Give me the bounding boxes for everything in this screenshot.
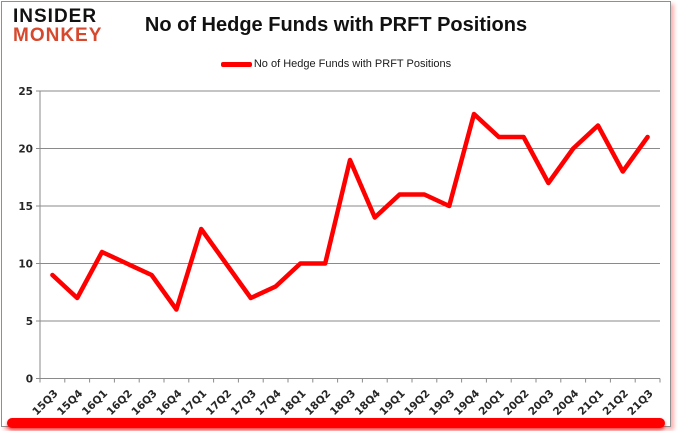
- y-tick-label: 0: [26, 374, 33, 386]
- y-tick-label: 10: [18, 259, 33, 271]
- x-tick-label: 19Q3: [427, 388, 457, 418]
- x-tick-label: 21Q2: [601, 388, 631, 418]
- bottom-accent-bar: [7, 418, 665, 428]
- x-tick-label: 15Q4: [55, 388, 85, 418]
- x-tick-label: 20Q2: [501, 388, 531, 418]
- x-tick-label: 17Q4: [253, 388, 283, 418]
- x-tick-label: 19Q4: [452, 388, 482, 418]
- x-tick-label: 21Q1: [576, 388, 606, 418]
- chart-legend: No of Hedge Funds with PRFT Positions: [2, 58, 670, 70]
- logo-text-insider: INSIDER: [13, 6, 98, 27]
- x-tick-label: 18Q3: [328, 388, 358, 418]
- x-tick-label: 18Q2: [303, 388, 333, 418]
- x-tick-label: 16Q2: [105, 388, 135, 418]
- insider-monkey-logo: INSIDER MONKEY: [13, 6, 103, 46]
- x-tick-label: 16Q1: [80, 388, 110, 418]
- x-tick-label: 17Q2: [204, 388, 234, 418]
- series-line: [50, 111, 650, 312]
- x-tick-label: 19Q1: [377, 388, 407, 418]
- chart-title: No of Hedge Funds with PRFT Positions: [144, 14, 528, 36]
- y-tick-label: 20: [18, 144, 33, 156]
- y-tick-label: 15: [18, 201, 33, 213]
- chart-card: INSIDER MONKEY No of Hedge Funds with PR…: [1, 1, 671, 428]
- x-tick-label: 20Q3: [526, 388, 556, 418]
- gridlines: [39, 90, 660, 379]
- legend-line-swatch-icon: [220, 61, 252, 67]
- x-tick-label: 20Q4: [551, 388, 581, 418]
- x-tick-label: 16Q4: [154, 388, 184, 418]
- y-axis-labels: 0 5 10 15 20 25: [18, 86, 33, 386]
- x-tick-label: 21Q3: [625, 388, 655, 418]
- x-tick-label: 20Q1: [477, 388, 507, 418]
- logo-text-monkey: MONKEY: [13, 24, 103, 46]
- x-tick-label: 16Q3: [129, 388, 159, 418]
- legend-label: No of Hedge Funds with PRFT Positions: [253, 58, 452, 70]
- axis-ticks: [36, 90, 661, 383]
- x-tick-label: 15Q3: [30, 388, 60, 418]
- x-axis-labels: 15Q315Q416Q116Q216Q316Q417Q117Q217Q317Q4…: [30, 388, 655, 418]
- x-tick-label: 18Q1: [278, 388, 308, 418]
- y-tick-label: 25: [18, 86, 33, 98]
- x-tick-label: 17Q3: [229, 388, 259, 418]
- x-tick-label: 17Q1: [179, 388, 209, 418]
- y-tick-label: 5: [26, 316, 33, 328]
- x-tick-label: 18Q4: [353, 388, 383, 418]
- x-tick-label: 19Q2: [402, 388, 432, 418]
